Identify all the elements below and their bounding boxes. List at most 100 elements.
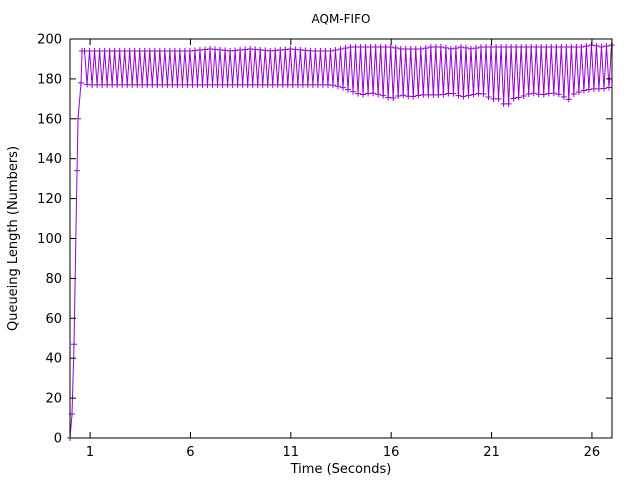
data-point-marker — [81, 47, 88, 54]
data-point-marker — [407, 45, 414, 52]
data-point-marker — [149, 81, 156, 88]
x-axis-ticks: 1 6 11 16 21 26 — [86, 39, 600, 460]
data-point-marker — [186, 47, 193, 54]
data-point-marker — [603, 43, 610, 50]
data-point-marker — [430, 91, 437, 98]
data-point-marker — [324, 81, 331, 88]
data-point-marker — [189, 81, 196, 88]
data-point-marker — [402, 45, 409, 52]
data-point-marker — [86, 47, 93, 54]
data-point-marker — [500, 100, 507, 107]
data-point-marker — [75, 115, 82, 122]
data-point-marker — [194, 81, 201, 88]
data-point-marker — [227, 47, 234, 54]
data-point-marker — [595, 85, 602, 92]
data-point-marker — [171, 47, 178, 54]
data-point-marker — [395, 93, 402, 100]
data-point-marker — [244, 81, 251, 88]
y-tick-label: 140 — [37, 152, 62, 167]
data-point-marker — [129, 81, 136, 88]
data-point-marker — [565, 96, 572, 103]
data-point-marker — [345, 86, 352, 93]
data-point-marker — [538, 43, 545, 50]
data-point-marker — [460, 93, 467, 100]
data-point-marker — [380, 92, 387, 99]
data-point-marker — [309, 81, 316, 88]
data-point-marker — [327, 47, 334, 54]
data-point-marker — [144, 81, 151, 88]
y-tick-label: 160 — [37, 112, 62, 127]
data-point-marker — [352, 43, 359, 50]
data-point-marker — [252, 46, 259, 53]
data-point-marker — [390, 95, 397, 102]
data-point-marker — [600, 85, 607, 92]
data-point-marker — [573, 43, 580, 50]
data-point-marker — [452, 45, 459, 52]
data-point-marker — [365, 90, 372, 97]
data-point-marker — [126, 47, 133, 54]
data-point-marker — [269, 81, 276, 88]
data-point-marker — [515, 94, 522, 101]
data-point-marker — [553, 43, 560, 50]
y-tick-label: 20 — [45, 392, 62, 407]
data-point-marker — [191, 47, 198, 54]
data-point-marker — [525, 91, 532, 98]
data-point-marker — [274, 81, 281, 88]
data-point-marker — [329, 82, 336, 89]
data-point-marker — [161, 47, 168, 54]
data-point-marker — [445, 90, 452, 97]
data-point-marker — [219, 81, 226, 88]
data-point-marker — [174, 81, 181, 88]
data-point-marker — [99, 81, 106, 88]
data-point-marker — [229, 81, 236, 88]
data-point-marker — [334, 83, 341, 90]
data-point-marker — [350, 88, 357, 95]
data-point-marker — [181, 47, 188, 54]
data-point-marker — [545, 90, 552, 97]
data-point-marker — [503, 43, 510, 50]
data-point-marker — [397, 45, 404, 52]
data-point-marker — [470, 91, 477, 98]
data-point-marker — [199, 81, 206, 88]
data-point-marker — [508, 43, 515, 50]
data-point-marker — [425, 91, 432, 98]
data-point-marker — [560, 93, 567, 100]
data-point-marker — [575, 89, 582, 96]
data-point-marker — [437, 43, 444, 50]
data-point-marker — [523, 43, 530, 50]
data-point-marker — [312, 47, 319, 54]
data-point-marker — [355, 90, 362, 97]
data-point-marker — [146, 47, 153, 54]
data-point-marker — [520, 93, 527, 100]
data-point-marker — [84, 81, 91, 88]
data-point-marker — [490, 95, 497, 102]
data-point-marker — [134, 81, 141, 88]
data-point-marker — [412, 45, 419, 52]
data-point-marker — [212, 46, 219, 53]
data-point-marker — [257, 46, 264, 53]
data-point-marker — [367, 43, 374, 50]
data-point-marker — [247, 46, 254, 53]
data-point-marker — [342, 45, 349, 52]
y-axis-label: Queueing Length (Numbers) — [6, 146, 21, 331]
data-point-marker — [176, 47, 183, 54]
data-point-marker — [472, 45, 479, 52]
data-point-marker — [109, 81, 116, 88]
data-point-marker — [498, 43, 505, 50]
data-point-marker — [282, 46, 289, 53]
data-point-marker — [222, 47, 229, 54]
data-point-marker — [465, 92, 472, 99]
y-tick-label: 100 — [37, 232, 62, 247]
data-point-marker — [410, 93, 417, 100]
data-point-marker — [332, 47, 339, 54]
data-point-marker — [535, 91, 542, 98]
chart-title: AQM-FIFO — [312, 12, 371, 26]
y-tick-label: 0 — [54, 432, 62, 447]
data-point-marker — [121, 47, 128, 54]
data-point-marker — [495, 95, 502, 102]
data-point-marker — [598, 43, 605, 50]
data-point-marker — [304, 81, 311, 88]
data-point-marker — [272, 47, 279, 54]
data-point-marker — [136, 47, 143, 54]
x-tick-label: 21 — [483, 445, 500, 460]
